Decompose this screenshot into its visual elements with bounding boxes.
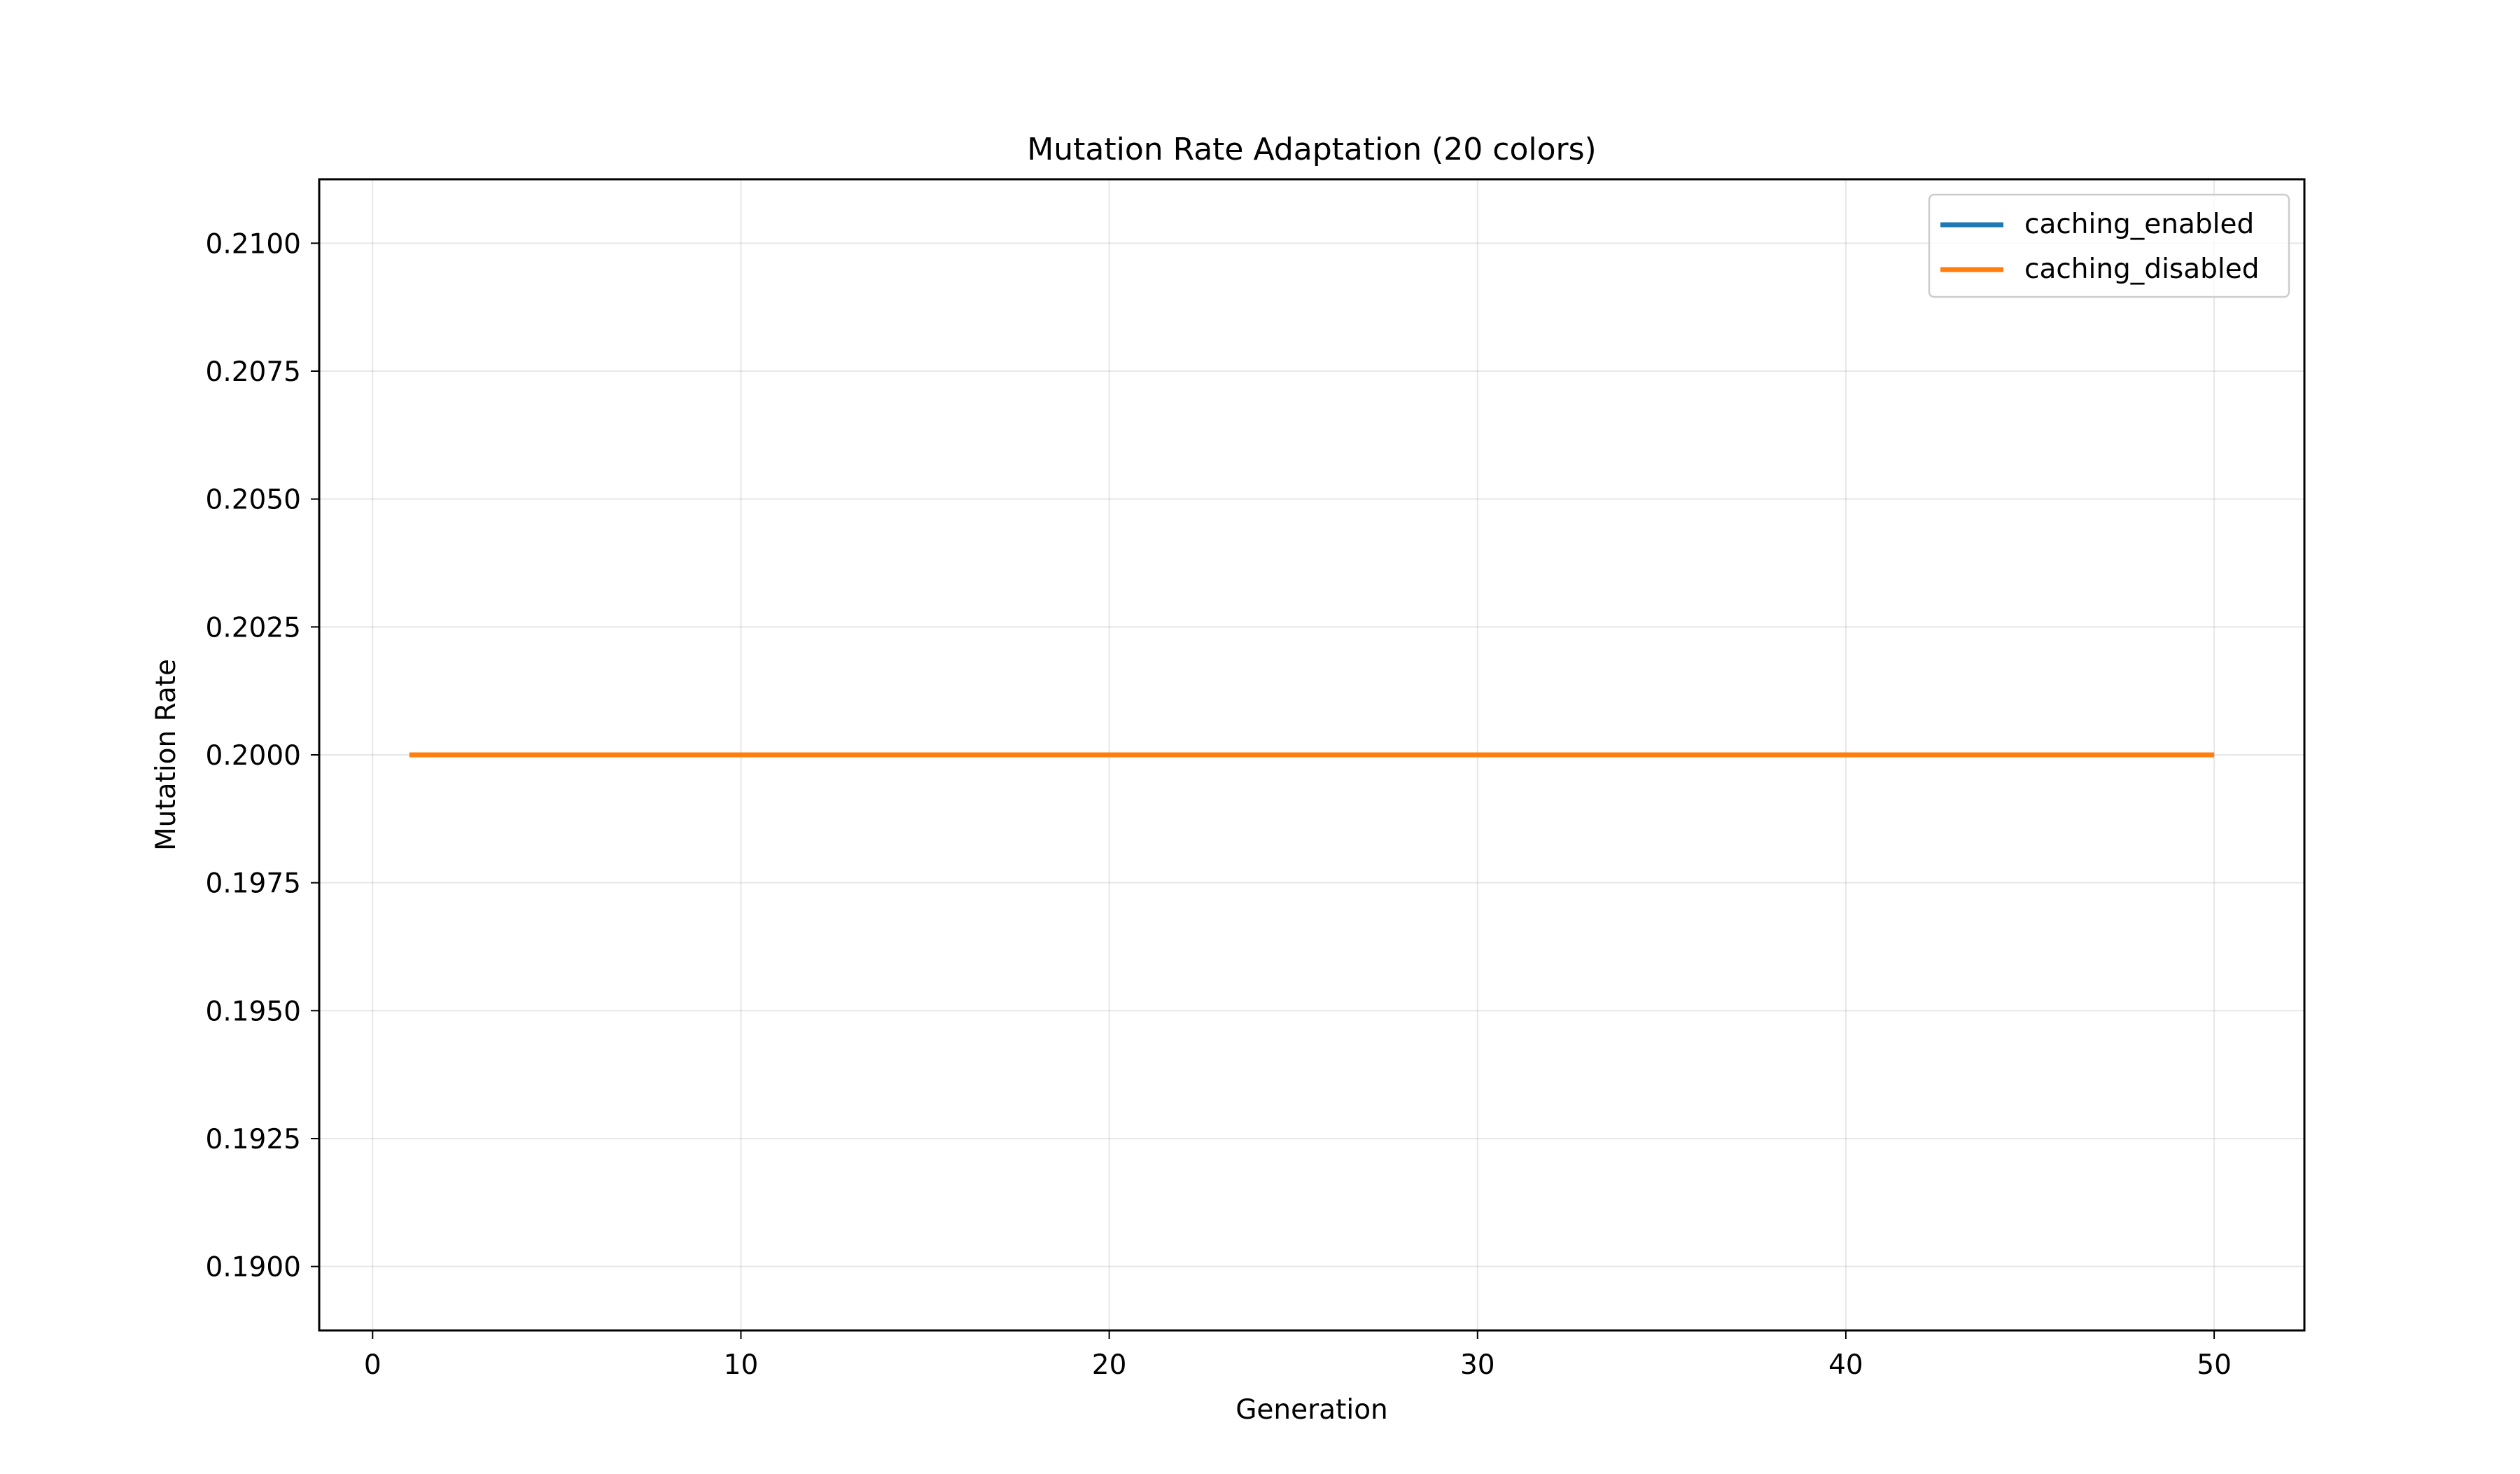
legend-box (1928, 193, 2290, 298)
y-tick-label: 0.2050 (206, 485, 301, 516)
x-axis-label: Generation (1236, 1394, 1388, 1426)
x-tick-label: 20 (1092, 1349, 1127, 1381)
y-tick-label: 0.2100 (206, 228, 301, 260)
legend-label-caching_disabled: caching_disabled (2024, 253, 2259, 285)
legend-label-caching_enabled: caching_enabled (2024, 209, 2254, 240)
y-tick-label: 0.1975 (206, 868, 301, 900)
y-tick-label: 0.1900 (206, 1252, 301, 1284)
x-tick-label: 40 (1828, 1349, 1863, 1381)
chart-title: Mutation Rate Adaptation (20 colors) (1027, 132, 1596, 167)
x-tick-label: 0 (364, 1349, 382, 1381)
legend: caching_enabled caching_disabled (1928, 193, 2290, 298)
x-tick-label: 10 (724, 1349, 759, 1381)
y-tick-label: 0.1950 (206, 996, 301, 1027)
y-axis-label: Mutation Rate (150, 659, 182, 851)
y-tick-label: 0.1925 (206, 1124, 301, 1155)
x-tick-label: 50 (2197, 1349, 2232, 1381)
y-axis-ticks: 0.1900 0.1925 0.1950 0.1975 0.2000 0.2025 0.20… (206, 228, 319, 1284)
y-tick-label: 0.2075 (206, 356, 301, 388)
x-tick-label: 30 (1460, 1349, 1495, 1381)
y-tick-label: 0.2025 (206, 612, 301, 644)
x-axis-ticks: 0 10 20 30 40 50 (364, 1330, 2232, 1381)
y-tick-label: 0.2000 (206, 740, 301, 772)
